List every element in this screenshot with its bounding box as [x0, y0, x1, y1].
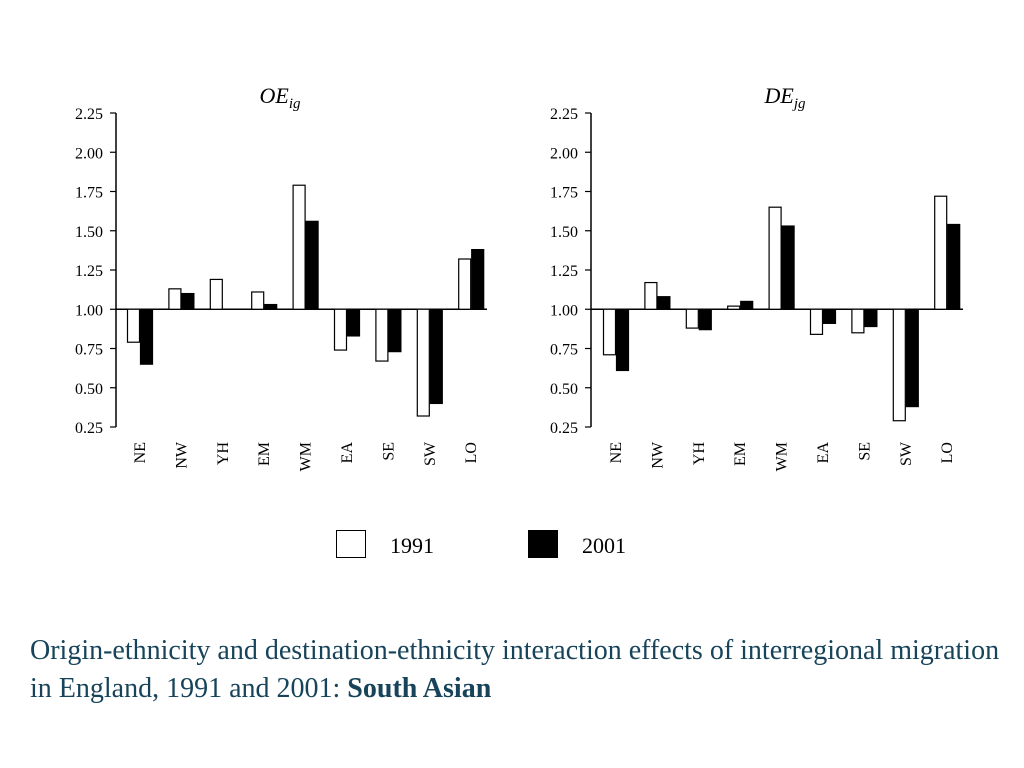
bar-1991-EA	[333, 308, 348, 351]
bar-2001-EM	[740, 300, 754, 310]
y-tick-label: 2.00	[550, 145, 578, 162]
x-tick-label: WM	[298, 442, 315, 471]
x-tick-label: WM	[774, 442, 791, 471]
x-tick-label: EM	[256, 442, 273, 466]
y-tick-label: 0.25	[550, 420, 578, 437]
y-tick-label: 0.50	[550, 381, 578, 398]
x-tick-label: LO	[463, 442, 480, 463]
chart-2: DEjg 2.25 2.00 1.75 1.50 1.25 1.00 0.75 0.50 0.25…	[550, 83, 963, 471]
bar-2001-WM	[305, 220, 319, 310]
bar-1991-SE	[851, 308, 865, 334]
bar-2001-LO	[471, 248, 485, 310]
charts-area: OEig 2.25 2.00 1.75 1.50 1.25 1.00 0.75 0.50 0.25…	[75, 83, 963, 471]
bar-1991-NE	[602, 308, 617, 356]
bar-2001-YH	[698, 308, 712, 331]
y-tick-label: 1.75	[550, 185, 578, 202]
chart-title-main: OE	[260, 83, 290, 108]
chart-title-main: DE	[764, 83, 795, 108]
y-tick-label: 0.75	[550, 342, 578, 359]
bar-1991-SW	[892, 308, 906, 422]
x-tick-label: LO	[939, 442, 956, 463]
bar-2001-EA	[822, 308, 837, 324]
bar-1991-YH	[685, 308, 699, 329]
bar-2001-SE	[388, 308, 402, 353]
bar-2001-WM	[781, 225, 795, 310]
bar-1991-NE	[126, 308, 141, 343]
x-tick-label: SE	[380, 442, 397, 461]
y-tick-label: 0.50	[75, 381, 103, 398]
bar-2001-LO	[947, 223, 961, 310]
bar-1991-SE	[375, 308, 389, 362]
x-tick-label: NE	[132, 442, 149, 463]
bar-2001-EM	[264, 303, 278, 310]
y-tick-label: 1.25	[75, 263, 103, 280]
x-tick-label: EA	[339, 442, 356, 464]
x-tick-label: EA	[815, 442, 832, 464]
bar-1991-WM	[292, 184, 306, 310]
chart-title: OEig	[260, 83, 301, 112]
bar-1991-NW	[168, 288, 182, 310]
bar-1991-EM	[727, 305, 741, 310]
bar-1991-EM	[251, 291, 265, 310]
bar-1991-YH	[209, 278, 223, 310]
bar-2001-EA	[346, 308, 361, 337]
y-tick-label: 0.25	[75, 420, 103, 437]
y-tick-label: 1.50	[75, 224, 103, 241]
bar-2001-NW	[657, 296, 671, 310]
chart-1: OEig 2.25 2.00 1.75 1.50 1.25 1.00 0.75 0.50 0.25…	[75, 83, 487, 471]
x-tick-label: YH	[215, 442, 232, 466]
chart-title-subscript: jg	[792, 96, 806, 112]
bar-1991-SW	[416, 308, 430, 417]
y-tick-label: 1.75	[75, 185, 103, 202]
bar-1991-LO	[934, 195, 948, 310]
y-tick-label: 2.25	[75, 106, 103, 123]
bar-1991-EA	[809, 308, 824, 335]
x-tick-label: NW	[649, 441, 666, 469]
figure-caption: Origin-ethnicity and destination-ethnici…	[30, 632, 1010, 708]
legend-swatch-2001	[528, 530, 558, 558]
y-tick-label: 1.00	[550, 302, 578, 319]
x-tick-label: SE	[856, 442, 873, 461]
caption-text: Origin-ethnicity and destination-ethnici…	[30, 635, 1000, 704]
y-tick-label: 1.50	[550, 224, 578, 241]
bar-2001-NW	[181, 292, 195, 310]
bar-2001-SW	[905, 308, 919, 408]
chart-title: DEjg	[764, 83, 806, 112]
bar-2001-SE	[864, 308, 878, 328]
bar-1991-WM	[768, 206, 782, 310]
x-tick-label: SW	[898, 441, 915, 466]
caption-emphasis: South Asian	[347, 673, 492, 704]
bar-1991-LO	[458, 258, 472, 310]
x-tick-label: SW	[422, 441, 439, 466]
y-tick-label: 1.00	[75, 302, 103, 319]
legend-label-2001: 2001	[582, 533, 626, 558]
legend-label-1991: 1991	[390, 533, 434, 558]
x-tick-label: EM	[732, 442, 749, 466]
bar-2001-NE	[139, 308, 154, 365]
x-tick-label: YH	[691, 442, 708, 466]
bar-2001-NE	[615, 308, 630, 372]
bar-2001-SW	[429, 308, 443, 405]
legend-swatch-1991	[336, 530, 366, 558]
chart-title-subscript: ig	[289, 96, 301, 112]
x-tick-label: NW	[173, 441, 190, 469]
bar-1991-NW	[644, 281, 658, 310]
y-tick-label: 2.25	[550, 106, 578, 123]
y-tick-label: 1.25	[550, 263, 578, 280]
y-tick-label: 2.00	[75, 145, 103, 162]
y-tick-label: 0.75	[75, 342, 103, 359]
x-tick-label: NE	[608, 442, 625, 463]
